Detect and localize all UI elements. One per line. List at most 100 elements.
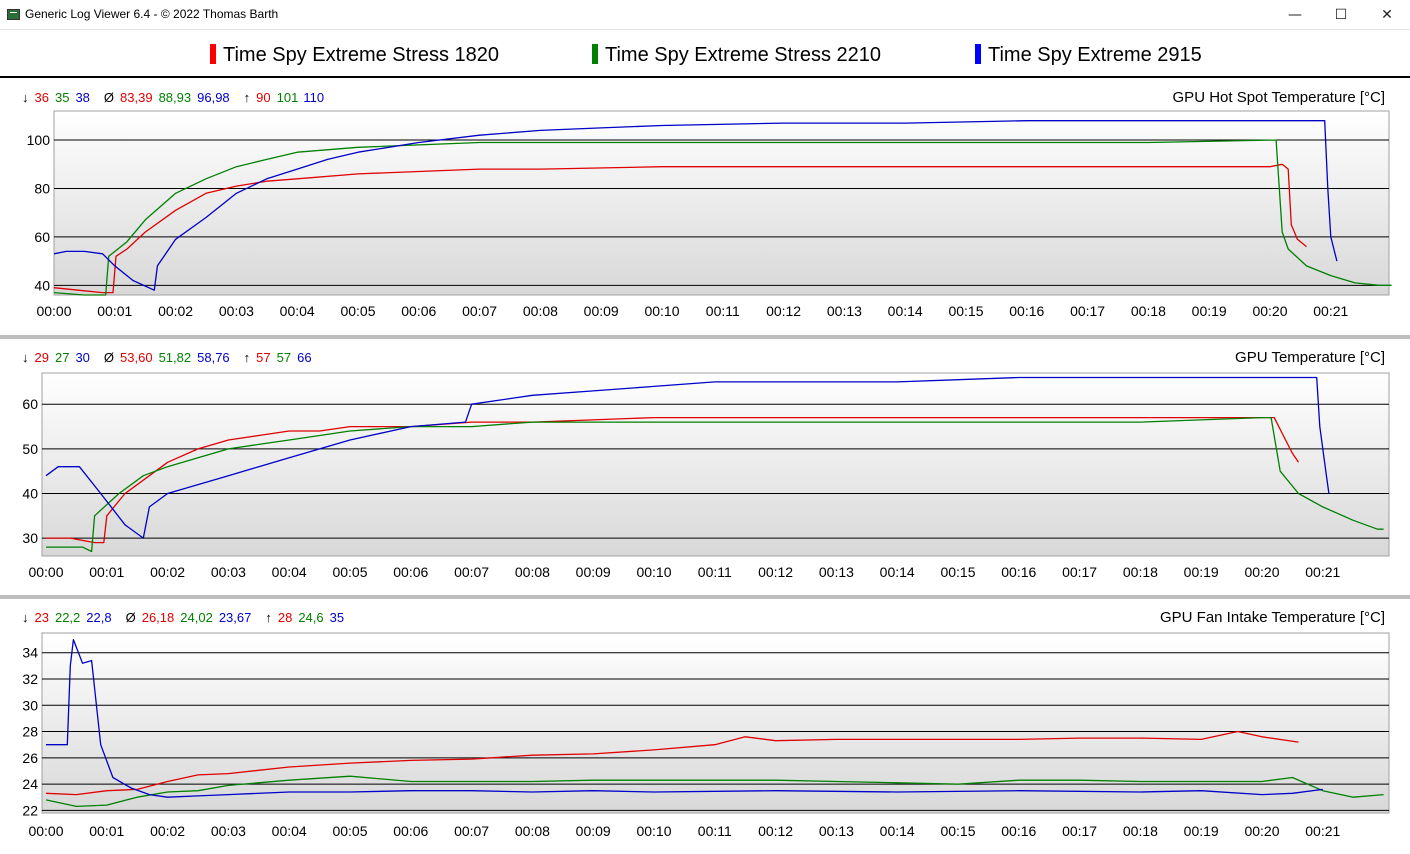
y-tick-label: 80 [34, 180, 50, 196]
x-tick-label: 00:01 [89, 823, 124, 839]
panel-separator[interactable] [0, 335, 1410, 339]
x-tick-label: 00:11 [698, 823, 732, 839]
y-tick-label: 22 [22, 802, 38, 818]
legend-label: Time Spy Extreme Stress 2210 [605, 44, 882, 66]
x-tick-label: 00:03 [211, 564, 246, 580]
series-line-2 [46, 416, 1384, 553]
title-bar: Generic Log Viewer 6.4 - © 2022 Thomas B… [0, 0, 1410, 30]
x-tick-label: 00:00 [28, 823, 63, 839]
x-tick-label: 00:05 [340, 303, 375, 319]
window-title: Generic Log Viewer 6.4 - © 2022 Thomas B… [25, 7, 279, 21]
legend-swatch-red [210, 44, 216, 64]
x-tick-label: 00:14 [888, 303, 923, 319]
x-tick-label: 00:21 [1313, 303, 1348, 319]
x-tick-label: 00:11 [706, 303, 740, 319]
minimize-button[interactable]: — [1288, 7, 1302, 23]
stats-row: ↓ 36 35 38 Ø 83,39 88,93 96,98 ↑ 90 101 110 [22, 90, 324, 105]
x-tick-label: 00:15 [940, 823, 975, 839]
x-tick-label: 00:19 [1184, 564, 1219, 580]
x-tick-label: 00:10 [636, 823, 671, 839]
y-tick-label: 24 [22, 776, 38, 792]
stats-row: ↓ 23 22,2 22,8 Ø 26,18 24,02 23,67 ↑ 28 24,6 35 [22, 610, 344, 625]
x-tick-label: 00:07 [454, 823, 489, 839]
x-tick-label: 00:04 [272, 564, 307, 580]
stats-row: ↓ 29 27 30 Ø 53,60 51,82 58,76 ↑ 57 57 66 [22, 350, 312, 365]
x-tick-label: 00:19 [1192, 303, 1227, 319]
x-tick-label: 00:18 [1123, 564, 1158, 580]
x-tick-label: 00:13 [819, 564, 854, 580]
x-tick-label: 00:06 [401, 303, 436, 319]
legend-swatch-blue [975, 44, 981, 64]
x-tick-label: 00:21 [1305, 823, 1340, 839]
x-tick-label: 00:02 [158, 303, 193, 319]
x-tick-label: 00:12 [766, 303, 801, 319]
x-tick-label: 00:17 [1062, 823, 1097, 839]
x-tick-label: 00:17 [1062, 564, 1097, 580]
y-tick-label: 60 [34, 229, 50, 245]
x-tick-label: 00:12 [758, 564, 793, 580]
maximize-button[interactable]: ☐ [1334, 7, 1348, 23]
y-tick-label: 30 [22, 697, 38, 713]
x-tick-label: 00:16 [1001, 823, 1036, 839]
x-tick-label: 00:18 [1131, 303, 1166, 319]
y-tick-label: 60 [22, 396, 38, 412]
close-button[interactable]: ✕ [1381, 7, 1393, 23]
series-line-3 [53, 120, 1338, 291]
x-tick-label: 00:00 [36, 303, 71, 319]
x-tick-label: 00:15 [940, 564, 975, 580]
x-tick-label: 00:09 [576, 564, 611, 580]
plot-area[interactable] [41, 632, 1390, 814]
series-line-1 [45, 730, 1299, 796]
series-line-2 [53, 139, 1392, 296]
legend-swatch-green [592, 44, 598, 64]
chart-title: GPU Temperature [°C] [1235, 349, 1385, 366]
legend-label: Time Spy Extreme Stress 1820 [223, 44, 500, 66]
panel-separator[interactable] [0, 595, 1410, 599]
x-tick-label: 00:03 [211, 823, 246, 839]
x-tick-label: 00:13 [819, 823, 854, 839]
x-tick-label: 00:09 [584, 303, 619, 319]
x-tick-label: 00:16 [1001, 564, 1036, 580]
plot-area[interactable] [41, 372, 1390, 557]
x-tick-label: 00:20 [1252, 303, 1287, 319]
x-tick-label: 00:21 [1305, 564, 1340, 580]
x-tick-label: 00:19 [1184, 823, 1219, 839]
y-tick-label: 50 [22, 441, 38, 457]
x-tick-label: 00:08 [523, 303, 558, 319]
x-tick-label: 00:09 [576, 823, 611, 839]
x-tick-label: 00:16 [1009, 303, 1044, 319]
x-tick-label: 00:06 [393, 823, 428, 839]
y-tick-label: 30 [22, 530, 38, 546]
x-tick-label: 00:00 [28, 564, 63, 580]
x-tick-label: 00:07 [462, 303, 497, 319]
x-tick-label: 00:07 [454, 564, 489, 580]
x-tick-label: 00:20 [1244, 564, 1279, 580]
y-tick-label: 100 [27, 132, 51, 148]
x-tick-label: 00:05 [332, 823, 367, 839]
y-tick-label: 34 [22, 645, 38, 661]
x-tick-label: 00:11 [698, 564, 732, 580]
x-tick-label: 00:01 [97, 303, 132, 319]
x-tick-label: 00:01 [89, 564, 124, 580]
x-tick-label: 00:03 [219, 303, 254, 319]
x-tick-label: 00:12 [758, 823, 793, 839]
x-tick-label: 00:08 [515, 564, 550, 580]
series-line-3 [46, 638, 1323, 798]
x-tick-label: 00:14 [880, 823, 915, 839]
x-tick-label: 00:20 [1244, 823, 1279, 839]
x-tick-label: 00:08 [515, 823, 550, 839]
x-tick-label: 00:04 [280, 303, 315, 319]
plot-area[interactable] [53, 110, 1390, 296]
x-tick-label: 00:02 [150, 564, 185, 580]
x-tick-label: 00:17 [1070, 303, 1105, 319]
legend-label: Time Spy Extreme 2915 [988, 44, 1202, 66]
chart-legend: Time Spy Extreme Stress 1820 Time Spy Ex… [0, 30, 1410, 78]
x-tick-label: 00:10 [636, 564, 671, 580]
series-line-3 [45, 376, 1330, 539]
x-tick-label: 00:14 [880, 564, 915, 580]
y-tick-label: 28 [22, 724, 38, 740]
x-tick-label: 00:05 [332, 564, 367, 580]
chart-title: GPU Fan Intake Temperature [°C] [1160, 609, 1385, 626]
chart-title: GPU Hot Spot Temperature [°C] [1173, 89, 1385, 106]
